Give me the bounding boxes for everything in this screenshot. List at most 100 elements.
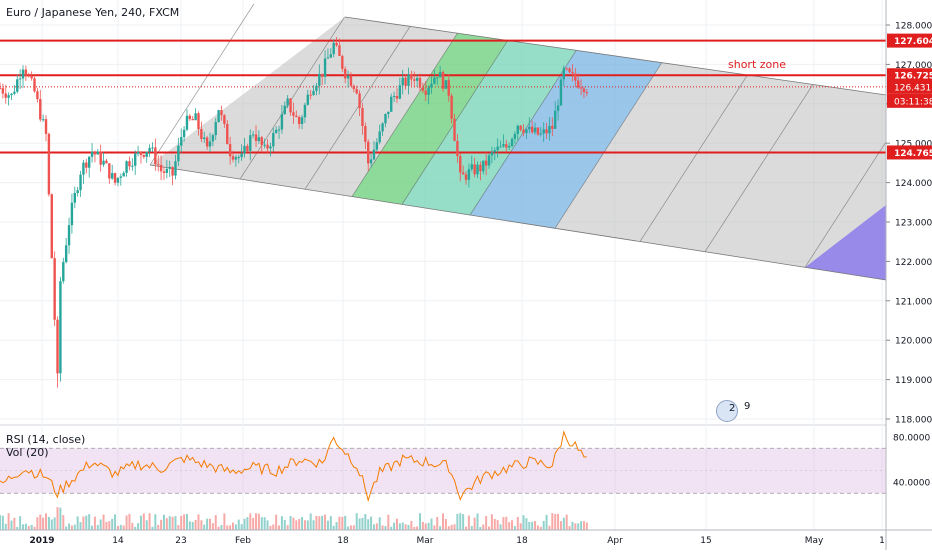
volume-bar xyxy=(436,516,439,530)
volume-bar xyxy=(243,518,246,530)
candle-body xyxy=(180,137,183,146)
candle-body xyxy=(24,69,28,76)
volume-bar xyxy=(246,517,249,530)
candle-body xyxy=(349,75,353,86)
volume-bar xyxy=(531,521,534,530)
candle-body xyxy=(157,164,160,166)
candle-body xyxy=(50,194,53,259)
y-tick-label-9: 119.000 xyxy=(895,376,932,386)
candle-body xyxy=(318,73,321,86)
volume-bar xyxy=(160,519,163,530)
candle-body xyxy=(384,114,387,124)
volume-bar xyxy=(574,523,577,530)
candle-body xyxy=(525,129,528,134)
channel-band-purple xyxy=(805,205,886,280)
price-label-bg-1 xyxy=(887,93,932,108)
volume-bar xyxy=(536,525,539,530)
volume-bar xyxy=(252,517,255,530)
candle-body xyxy=(329,54,333,58)
candle-body xyxy=(364,126,367,142)
candle-body xyxy=(90,151,94,157)
channel-divider-3 xyxy=(351,33,458,197)
y-tick-label-3: 125.000 xyxy=(895,140,932,150)
volume-bar xyxy=(220,524,223,530)
volume-bar xyxy=(401,522,404,530)
volume-bar xyxy=(27,526,30,530)
y-tick-label-1: 127.000 xyxy=(895,61,932,71)
volume-bar xyxy=(496,520,499,530)
candle-body xyxy=(510,138,514,147)
candle-body xyxy=(545,129,548,134)
volume-bar xyxy=(165,518,168,530)
candle-body xyxy=(171,166,174,176)
candle-body xyxy=(53,258,56,320)
candle-body xyxy=(87,156,91,168)
candle-body xyxy=(211,135,215,142)
candle-body xyxy=(548,125,551,134)
volume-bar xyxy=(456,513,459,530)
candle-body xyxy=(341,55,344,69)
volume-bar xyxy=(398,523,401,530)
candle-body xyxy=(93,151,97,155)
volume-bar xyxy=(528,521,531,530)
candle-body xyxy=(41,119,45,121)
volume-bar xyxy=(493,518,496,530)
candle-body xyxy=(33,78,36,92)
candle-body xyxy=(355,89,358,94)
candle-body xyxy=(99,151,102,165)
candle-body xyxy=(395,95,399,99)
rsi-tick-label-1: 40.0000 xyxy=(893,479,930,489)
candle-body xyxy=(223,115,226,124)
candle-body xyxy=(459,156,462,173)
volume-bar xyxy=(283,520,286,530)
candle-body xyxy=(444,80,448,89)
x-tick-label-3: Feb xyxy=(235,536,251,546)
candle-body xyxy=(70,202,74,226)
volume-bar xyxy=(128,513,131,530)
candle-body xyxy=(263,144,266,146)
volume-bar xyxy=(349,525,352,530)
candle-body xyxy=(82,162,85,175)
volume-bar xyxy=(151,526,154,530)
volume-bar xyxy=(326,520,329,530)
candle-body xyxy=(237,157,240,159)
candle-body xyxy=(343,68,347,79)
events-badge[interactable]: 2 xyxy=(716,400,738,422)
rsi-tick-label-0: 80.0000 xyxy=(893,434,930,444)
channel-band-5 xyxy=(470,50,662,229)
volume-bar xyxy=(372,524,375,530)
volume-bar xyxy=(329,516,332,530)
volume-bar xyxy=(321,515,324,530)
volume-bar xyxy=(194,519,197,530)
volume-bar xyxy=(125,515,128,530)
volume-bar xyxy=(465,526,468,530)
volume-bar xyxy=(312,520,315,530)
candle-body xyxy=(47,133,51,195)
volume-bar xyxy=(439,526,442,530)
candle-body xyxy=(16,79,19,92)
volume-bar xyxy=(1,515,4,530)
volume-bar xyxy=(378,517,381,530)
volume-bar xyxy=(338,516,341,530)
rsi-legend: RSI (14, close) xyxy=(6,433,86,446)
candle-body xyxy=(332,42,335,55)
volume-bar xyxy=(462,514,465,530)
volume-bar xyxy=(364,514,367,530)
volume-bar xyxy=(289,515,292,530)
x-tick-label-9: May xyxy=(805,536,824,546)
candle-body xyxy=(484,160,488,166)
volume-bar xyxy=(303,520,306,530)
volume-bar xyxy=(381,525,384,530)
candle-body xyxy=(542,129,545,134)
candle-body xyxy=(456,140,459,157)
volume-bar xyxy=(24,523,27,530)
volume-bar xyxy=(539,526,542,530)
volume-bar xyxy=(384,526,387,530)
volume-bar xyxy=(65,526,68,530)
candle-body xyxy=(228,144,232,157)
volume-bar xyxy=(511,520,514,530)
y-tick-label-10: 118.000 xyxy=(895,416,932,426)
volume-bar xyxy=(473,517,476,530)
volume-bar xyxy=(519,523,522,530)
